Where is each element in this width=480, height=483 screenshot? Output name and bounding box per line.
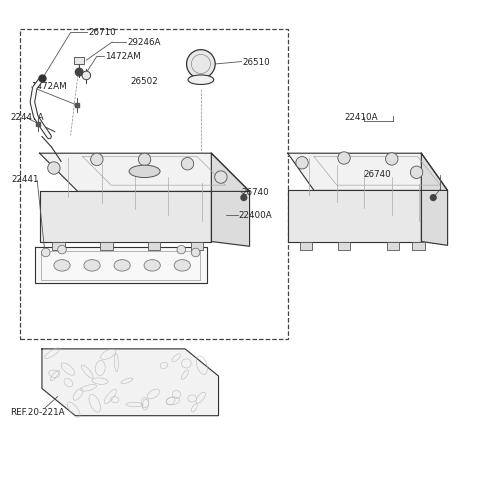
Text: 26740: 26740	[241, 188, 269, 198]
Circle shape	[91, 153, 103, 166]
Ellipse shape	[129, 165, 160, 178]
Text: 26710: 26710	[88, 28, 116, 37]
Circle shape	[410, 166, 423, 179]
Bar	[100, 242, 113, 250]
Circle shape	[192, 248, 200, 257]
Polygon shape	[211, 153, 250, 246]
Ellipse shape	[144, 260, 160, 271]
Ellipse shape	[84, 260, 100, 271]
Text: 26510: 26510	[242, 58, 270, 67]
Circle shape	[181, 157, 194, 170]
Ellipse shape	[188, 75, 214, 85]
Circle shape	[177, 245, 186, 254]
Bar	[21, 29, 288, 340]
Text: 22447A: 22447A	[10, 113, 44, 122]
Circle shape	[431, 195, 436, 200]
Bar	[338, 242, 350, 250]
Bar	[191, 242, 203, 250]
Circle shape	[215, 171, 227, 183]
Bar	[412, 242, 425, 250]
Text: 22400A: 22400A	[239, 211, 272, 220]
Ellipse shape	[174, 260, 191, 271]
Ellipse shape	[54, 260, 70, 271]
Circle shape	[48, 162, 60, 174]
Polygon shape	[35, 247, 206, 284]
Ellipse shape	[114, 260, 130, 271]
Text: 22410A: 22410A	[344, 114, 378, 122]
Circle shape	[338, 152, 350, 164]
Text: REF.20-221A: REF.20-221A	[10, 408, 65, 417]
Bar	[300, 242, 312, 250]
Circle shape	[75, 68, 83, 76]
Circle shape	[296, 156, 308, 169]
Circle shape	[187, 50, 215, 78]
Text: 1472AM: 1472AM	[32, 83, 67, 91]
Polygon shape	[288, 190, 421, 242]
Polygon shape	[42, 349, 218, 416]
Polygon shape	[39, 191, 211, 242]
Bar	[148, 242, 160, 250]
Polygon shape	[39, 153, 250, 191]
Circle shape	[82, 71, 91, 80]
Bar	[386, 242, 399, 250]
Circle shape	[58, 245, 66, 254]
Circle shape	[385, 153, 398, 165]
Bar	[74, 57, 84, 64]
Circle shape	[241, 195, 247, 200]
Polygon shape	[421, 153, 447, 245]
Bar	[52, 242, 65, 250]
Circle shape	[41, 248, 50, 257]
Text: 26502: 26502	[130, 77, 158, 85]
Polygon shape	[288, 153, 447, 190]
Text: 22441: 22441	[11, 175, 38, 184]
Text: 1472AM: 1472AM	[105, 52, 141, 61]
Circle shape	[138, 153, 151, 166]
Text: 26740: 26740	[363, 170, 391, 179]
Text: 29246A: 29246A	[127, 38, 161, 46]
